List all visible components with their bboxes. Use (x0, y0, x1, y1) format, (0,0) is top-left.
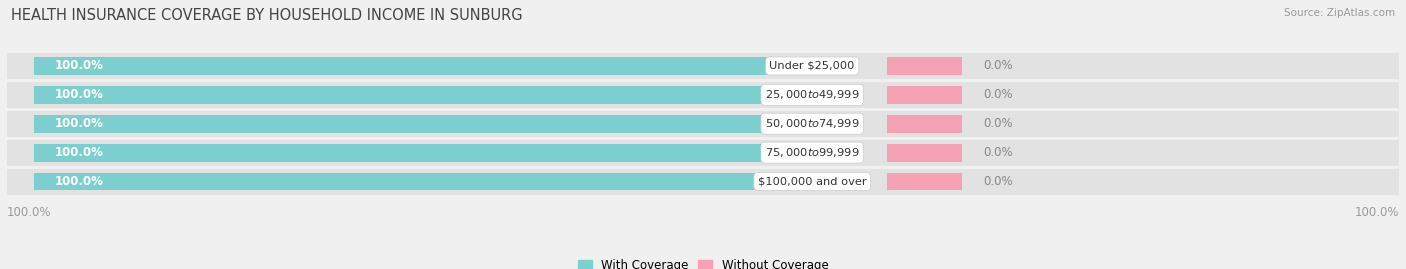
Bar (34, 86, 772, 104)
Text: 100.0%: 100.0% (55, 175, 104, 188)
Bar (34, 173, 772, 190)
Bar (34, 115, 772, 133)
Text: 0.0%: 0.0% (983, 88, 1012, 101)
Text: $25,000 to $49,999: $25,000 to $49,999 (765, 88, 859, 101)
Bar (887, 144, 962, 162)
Text: 0.0%: 0.0% (983, 175, 1012, 188)
Text: 0.0%: 0.0% (983, 117, 1012, 130)
Text: Source: ZipAtlas.com: Source: ZipAtlas.com (1284, 8, 1395, 18)
Bar (887, 86, 962, 104)
Bar (887, 115, 962, 133)
Bar (7, 111, 1399, 137)
Text: Under $25,000: Under $25,000 (769, 61, 855, 71)
Text: $75,000 to $99,999: $75,000 to $99,999 (765, 146, 859, 159)
Text: 100.0%: 100.0% (7, 206, 52, 219)
Text: $50,000 to $74,999: $50,000 to $74,999 (765, 117, 859, 130)
Bar (887, 173, 962, 190)
Text: 100.0%: 100.0% (55, 117, 104, 130)
Text: 100.0%: 100.0% (1354, 206, 1399, 219)
Bar (7, 82, 1399, 108)
Text: HEALTH INSURANCE COVERAGE BY HOUSEHOLD INCOME IN SUNBURG: HEALTH INSURANCE COVERAGE BY HOUSEHOLD I… (11, 8, 523, 23)
Text: 100.0%: 100.0% (55, 88, 104, 101)
Legend: With Coverage, Without Coverage: With Coverage, Without Coverage (572, 254, 834, 269)
Bar (7, 140, 1399, 166)
Text: 0.0%: 0.0% (983, 59, 1012, 72)
Bar (34, 57, 772, 75)
Text: $100,000 and over: $100,000 and over (758, 176, 866, 186)
Text: 0.0%: 0.0% (983, 146, 1012, 159)
Text: 100.0%: 100.0% (55, 146, 104, 159)
Bar (887, 57, 962, 75)
Bar (34, 144, 772, 162)
Text: 100.0%: 100.0% (55, 59, 104, 72)
Bar (7, 168, 1399, 194)
Bar (7, 53, 1399, 79)
